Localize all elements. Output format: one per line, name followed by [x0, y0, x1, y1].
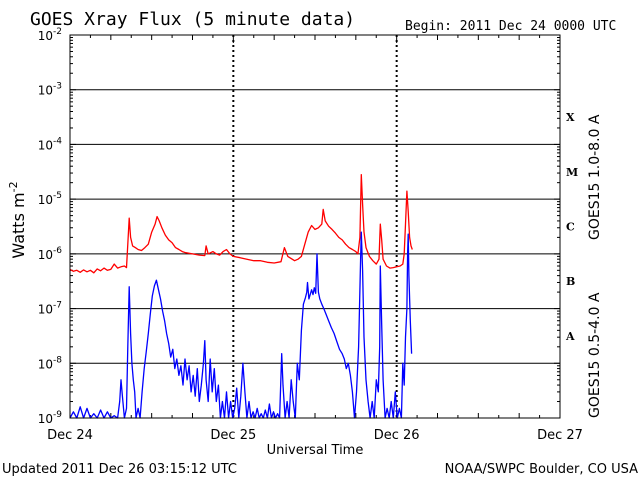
flare-class-label: B [566, 275, 575, 288]
y-tick-label: 10-4 [38, 136, 63, 152]
y-tick-exponent: -3 [53, 82, 62, 92]
grid-lines [70, 35, 560, 418]
flare-class-label: C [566, 221, 575, 234]
x-tick-label: Dec 27 [537, 428, 583, 443]
flare-class-label: A [565, 330, 575, 343]
x-tick-label: Dec 24 [47, 428, 93, 443]
flare-class-label: X [566, 111, 575, 124]
y-tick-base: 10 [38, 138, 53, 152]
y-tick-exponent: -7 [53, 301, 62, 311]
updated-label: Updated 2011 Dec 26 03:15:12 UTC [2, 462, 237, 477]
y-tick-base: 10 [38, 303, 53, 317]
y-tick-label: 10-6 [38, 246, 63, 262]
y-tick-base: 10 [38, 84, 53, 98]
y-tick-exponent: -9 [53, 410, 62, 420]
y-tick-base: 10 [38, 248, 53, 262]
series-line-short-channel [69, 231, 413, 419]
y-tick-label: 10-5 [38, 191, 62, 207]
y-tick-exponent: -2 [53, 27, 62, 37]
y-axis-ticks: 10-910-810-710-610-510-410-310-2 [38, 27, 560, 426]
y-tick-exponent: -4 [53, 136, 62, 146]
y-axis-title-exponent: -2 [7, 181, 20, 192]
y-tick-label: 10-3 [38, 82, 62, 98]
flare-class-labels: A B C M X [565, 111, 578, 343]
data-series [69, 174, 413, 419]
x-tick-label: Dec 25 [210, 428, 256, 443]
y-tick-label: 10-7 [38, 301, 62, 317]
begin-label: Begin: 2011 Dec 24 0000 UTC [405, 19, 616, 34]
flare-class-label: M [566, 166, 578, 179]
y-tick-exponent: -8 [53, 355, 62, 365]
x-tick-label: Dec 26 [374, 428, 420, 443]
series-line-long-channel [69, 174, 413, 274]
y-axis-title: Watts m-2 [7, 181, 28, 258]
y-tick-base: 10 [38, 412, 53, 426]
y-axis-title-base: Watts m [9, 192, 28, 258]
y-tick-exponent: -5 [53, 191, 62, 201]
plot-frame [69, 34, 561, 419]
y-tick-label: 10-8 [38, 355, 63, 371]
y-tick-base: 10 [38, 357, 53, 371]
chart-title: GOES Xray Flux (5 minute data) [30, 9, 355, 30]
legend-long-channel: GOES15 1.0-8.0 A [587, 114, 603, 240]
y-tick-label: 10-2 [38, 27, 62, 43]
y-tick-base: 10 [38, 193, 53, 207]
y-tick-label: 10-9 [38, 410, 63, 426]
credit-label: NOAA/SWPC Boulder, CO USA [445, 462, 638, 477]
x-axis-title: Universal Time [267, 443, 364, 458]
y-tick-base: 10 [38, 29, 53, 43]
legend-short-channel: GOES15 0.5-4.0 A [587, 292, 603, 418]
y-tick-exponent: -6 [53, 246, 62, 256]
